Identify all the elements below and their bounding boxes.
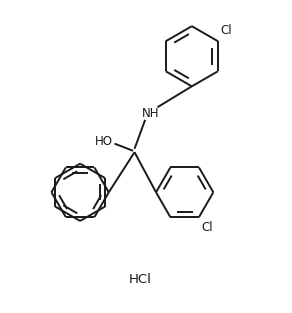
Text: HO: HO [95,135,113,148]
Text: Cl: Cl [201,221,213,234]
Text: Cl: Cl [221,24,232,37]
Text: HCl: HCl [129,273,152,286]
Text: NH: NH [142,107,159,120]
